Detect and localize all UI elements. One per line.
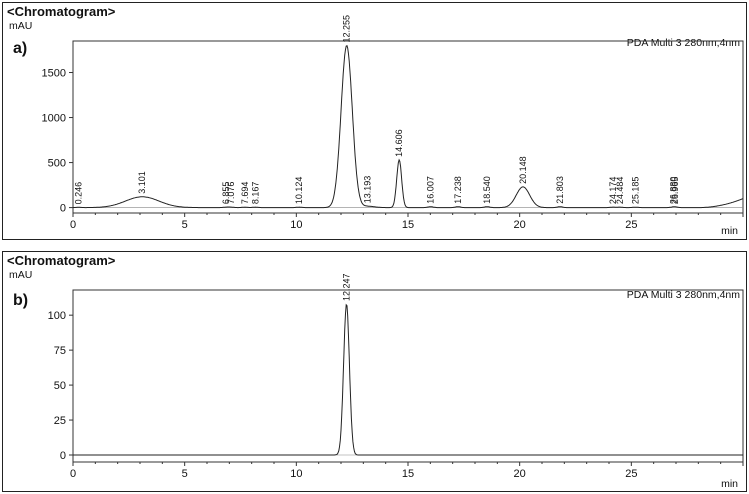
x-tick-label: 15 <box>402 468 414 480</box>
chromatogram-trace <box>73 303 743 456</box>
y-tick-label: 25 <box>54 415 66 427</box>
chromatogram-panel-a: <Chromatogram> mAU a) PDA Multi 3 280nm,… <box>2 2 747 240</box>
plot-frame <box>72 40 744 214</box>
chromatogram-plot-a: 0 500 1000 1500 0 5 10 15 20 25 0.246 3.101 6.8557.0… <box>42 15 744 231</box>
x-axis-unit: min <box>721 225 738 237</box>
y-tick-label: 0 <box>60 203 66 215</box>
x-tick-label: 20 <box>514 468 526 480</box>
legend: PDA Multi 3 280nm,4nm <box>626 37 740 49</box>
peak-label: 17.238 <box>453 176 463 204</box>
peak-label: 12.247 <box>342 273 352 301</box>
peak-label: 20.148 <box>518 156 528 184</box>
y-tick-label: 75 <box>54 345 66 357</box>
chromatogram-plot-b: 0 25 50 75 100 0 5 10 15 20 25 12.247 <box>48 273 744 480</box>
peak-label: 7.076 <box>226 182 236 205</box>
x-tick-label: 20 <box>514 219 526 231</box>
y-tick-label: 1000 <box>42 113 66 125</box>
x-tick-label: 5 <box>182 468 188 480</box>
peak-label: 16.007 <box>425 176 435 204</box>
panel-label: b) <box>13 292 29 309</box>
peak-label: 6.855 <box>221 182 231 205</box>
peak-label: 25.185 <box>630 177 640 205</box>
peak-label: 7.694 <box>240 182 250 205</box>
peak-label: 26.965 <box>670 177 680 205</box>
y-axis-unit: mAU <box>9 20 33 32</box>
peak-label: 14.606 <box>394 129 404 157</box>
chart-title: <Chromatogram> <box>7 253 116 268</box>
y-tick-label: 0 <box>60 450 66 462</box>
x-axis-unit: min <box>721 478 738 490</box>
x-tick-label: 0 <box>70 219 76 231</box>
plot-frame <box>72 289 744 463</box>
chromatogram-panel-b: <Chromatogram> mAU b) PDA Multi 3 280nm,… <box>2 251 747 492</box>
y-tick-label: 500 <box>48 158 66 170</box>
peak-label: 10.124 <box>294 177 304 205</box>
chromatogram-trace <box>72 44 744 209</box>
peak-label: 3.101 <box>137 171 147 194</box>
x-tick-label: 10 <box>290 219 302 231</box>
panel-label: a) <box>13 40 28 57</box>
x-tick-label: 25 <box>625 468 637 480</box>
peak-label: 18.540 <box>482 176 492 204</box>
peak-label: 24.484 <box>615 177 625 205</box>
chart-title: <Chromatogram> <box>7 4 116 19</box>
legend: PDA Multi 3 280nm,4nm <box>626 289 740 301</box>
x-tick-label: 15 <box>402 219 414 231</box>
x-tick-label: 0 <box>70 468 76 480</box>
x-tick-label: 5 <box>182 219 188 231</box>
y-tick-label: 100 <box>48 310 66 322</box>
peak-label: 12.255 <box>342 15 352 43</box>
y-axis-unit: mAU <box>9 269 33 281</box>
x-tick-label: 10 <box>290 468 302 480</box>
peak-label: 13.193 <box>363 176 373 204</box>
peak-label: 8.167 <box>250 182 260 205</box>
peak-label: 21.803 <box>555 176 565 204</box>
peak-label: 0.246 <box>73 182 83 205</box>
x-tick-label: 25 <box>625 219 637 231</box>
peak-label: 24.174 <box>608 177 618 205</box>
y-tick-label: 1500 <box>42 68 66 80</box>
y-tick-label: 50 <box>54 380 66 392</box>
peak-label: 26.880 <box>668 177 678 205</box>
